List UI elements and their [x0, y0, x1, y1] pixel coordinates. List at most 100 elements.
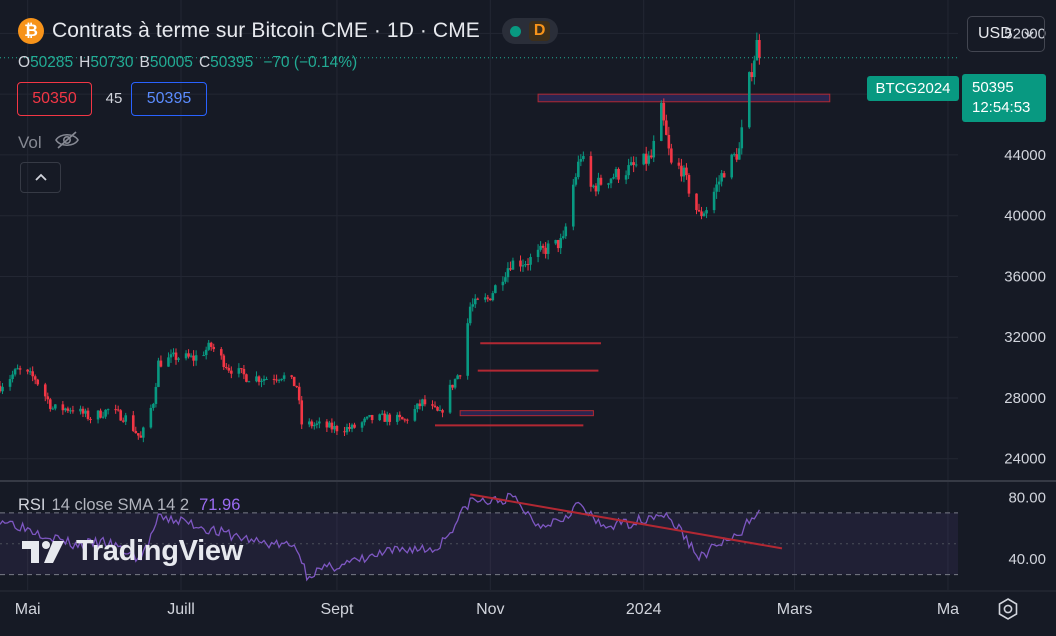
candle-body — [491, 293, 495, 301]
open-label: O — [18, 54, 31, 71]
candle-body — [582, 156, 585, 160]
y-tick-label: 28000 — [1004, 390, 1046, 407]
candle-body — [642, 153, 645, 165]
chevron-down-icon — [1024, 30, 1034, 37]
candle-body — [124, 415, 128, 422]
candle-body — [81, 408, 85, 414]
collapse-legend-button[interactable] — [20, 162, 61, 193]
currency-select[interactable]: USD — [967, 16, 1045, 52]
candle-body — [466, 323, 469, 376]
candle-body — [634, 164, 638, 166]
candle-body — [448, 384, 452, 413]
candle-body — [682, 167, 686, 177]
candle-body — [720, 173, 723, 182]
candle-body — [136, 433, 140, 436]
candle-body — [328, 422, 331, 428]
candle-body — [194, 355, 198, 361]
candle-body — [541, 245, 545, 248]
candle-body — [222, 355, 226, 367]
market-status-badge[interactable]: D — [501, 18, 559, 44]
candle-body — [318, 421, 321, 424]
candle-body — [486, 297, 490, 299]
candle-body — [307, 421, 311, 425]
low-value: 50005 — [149, 54, 193, 71]
x-tick-label: Sept — [320, 601, 353, 618]
candle-body — [237, 368, 241, 374]
candle-body — [458, 375, 462, 377]
high-label: H — [79, 54, 91, 71]
candle-body — [509, 268, 512, 270]
candle-body — [476, 298, 480, 300]
candle-body — [554, 240, 557, 244]
sell-price-button[interactable]: 50350 — [17, 82, 92, 116]
candle-body — [413, 409, 417, 421]
candle-body — [172, 352, 175, 355]
candle-body — [471, 304, 475, 307]
candle-body — [149, 407, 153, 428]
candle-body — [649, 155, 653, 158]
candle-body — [416, 403, 419, 410]
rsi-value: 71.96 — [199, 496, 241, 514]
candle-body — [292, 376, 296, 387]
candle-body — [717, 181, 721, 185]
candle-body — [325, 421, 329, 428]
eye-crossed-icon[interactable] — [54, 130, 80, 155]
candle-body — [290, 375, 293, 377]
rsi-params: 14 close SMA 14 2 — [51, 496, 190, 514]
rsi-pane: 80.00 40.00 — [0, 489, 1046, 582]
buy-price-button[interactable]: 50395 — [131, 82, 207, 116]
candle-body — [483, 297, 487, 300]
rsi-legend: RSI 14 close SMA 14 2 71.96 — [18, 496, 240, 515]
volume-label: Vol — [18, 132, 42, 152]
candle-body — [383, 413, 387, 422]
candle-body — [227, 367, 231, 371]
candle-body — [659, 102, 663, 141]
candle-body — [644, 153, 648, 164]
candle-body — [212, 346, 216, 350]
candle-body — [451, 384, 454, 388]
candle-body — [16, 368, 19, 370]
symbol-title[interactable]: Contrats à terme sur Bitcoin CME · 1D · … — [52, 19, 480, 42]
gear-icon[interactable] — [996, 597, 1020, 626]
candle-body — [277, 379, 281, 381]
candle-body — [750, 72, 754, 78]
symbol-header[interactable]: ₿ Contrats à terme sur Bitcoin CME · 1D … — [18, 18, 559, 44]
candle-body — [504, 277, 507, 282]
candle-body — [561, 236, 565, 239]
candle-body — [758, 40, 761, 58]
candle-body — [54, 404, 57, 409]
candle-body — [61, 404, 65, 411]
candle-body — [370, 414, 374, 421]
candle-body — [702, 213, 706, 217]
candle-body — [755, 40, 759, 61]
candle-body — [592, 185, 595, 187]
candle-body — [89, 418, 92, 420]
candle-body — [154, 386, 158, 404]
candle-body — [529, 257, 532, 265]
interval-badge: D — [528, 21, 551, 41]
y-tick-label: 24000 — [1004, 451, 1046, 468]
candle-body — [629, 162, 633, 166]
candle-body — [69, 410, 72, 412]
candle-body — [46, 396, 50, 400]
x-tick-label: Mars — [777, 601, 813, 618]
candle-body — [139, 435, 143, 438]
candle-body — [64, 408, 67, 411]
candle-body — [564, 226, 568, 237]
candle-body — [609, 178, 613, 184]
chevron-up-icon — [34, 173, 47, 181]
candle-body — [255, 376, 258, 382]
y-tick-label: 32000 — [1004, 329, 1046, 346]
x-tick-label: Juill — [167, 601, 195, 618]
candle-body — [506, 268, 510, 278]
candle-body — [282, 375, 286, 379]
x-tick-label: Mai — [15, 601, 41, 618]
candle-body — [142, 427, 145, 438]
candle-body — [48, 399, 52, 409]
symbol-price-label: BTCG2024 — [867, 76, 959, 101]
candle-body — [174, 352, 178, 360]
candle-body — [511, 260, 515, 270]
candle-body — [677, 162, 681, 166]
candle-body — [240, 368, 243, 370]
